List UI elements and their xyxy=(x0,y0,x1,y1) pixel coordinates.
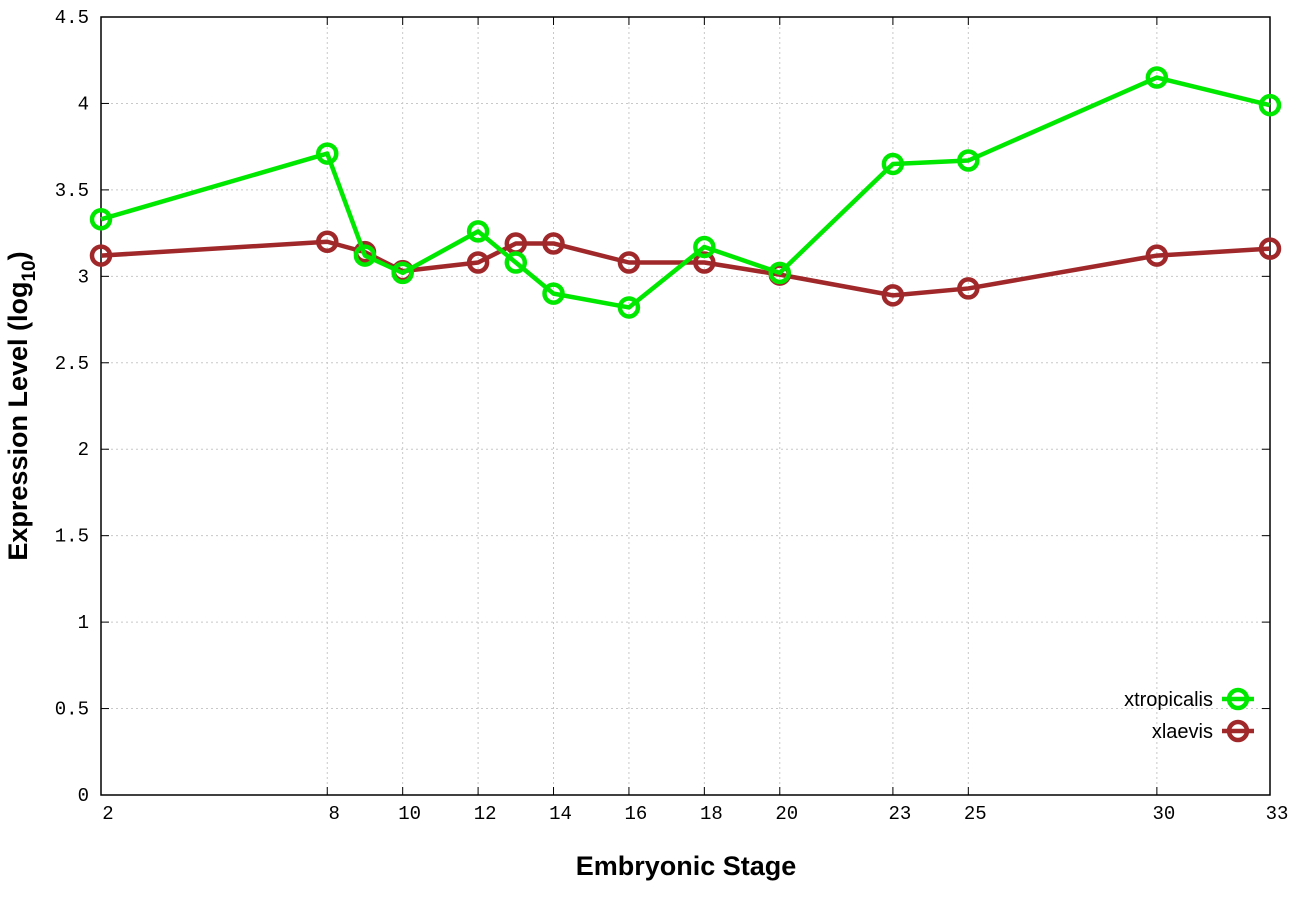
data-point-xlaevis xyxy=(957,277,980,300)
legend-label-xtropicalis: xtropicalis xyxy=(1124,689,1213,711)
axis-ticks: 0 0.5 1 1.5 2 2.5 3 3.5 4 4.5 2 8 10 12 14 16 18 20 23 25 30… xyxy=(55,7,1289,825)
legend-marker-xlaevis xyxy=(1226,719,1250,743)
series-layer xyxy=(89,66,1282,319)
data-point-xtropicalis xyxy=(768,261,792,285)
plot-frame xyxy=(100,16,1271,796)
y-axis-label: Expression Level (log10) xyxy=(3,251,40,560)
data-point-xtropicalis xyxy=(353,244,377,267)
y-tick-label: 0.5 xyxy=(55,699,89,721)
y-tick-label: 2.5 xyxy=(55,353,89,375)
data-point-xtropicalis xyxy=(89,208,113,231)
data-point-xlaevis xyxy=(617,251,641,274)
data-point-xtropicalis xyxy=(542,282,565,305)
series-line-xtropicalis xyxy=(100,75,1271,310)
data-point-xlaevis xyxy=(542,232,565,255)
x-tick-label: 23 xyxy=(888,803,911,825)
y-tick-label: 0 xyxy=(78,785,89,807)
x-tick-label: 25 xyxy=(964,803,987,825)
data-point-xlaevis xyxy=(1145,244,1169,267)
x-tick-label: 10 xyxy=(398,803,421,825)
data-point-xtropicalis xyxy=(391,261,414,285)
data-point-xtropicalis xyxy=(1145,66,1169,89)
data-point-xtropicalis xyxy=(617,296,641,319)
y-tick-label: 4.5 xyxy=(55,7,89,29)
data-point-xlaevis xyxy=(693,251,716,274)
x-axis-label: Embryonic Stage xyxy=(576,851,797,881)
data-point-xlaevis xyxy=(89,244,113,267)
series-line-xlaevis xyxy=(100,239,1271,298)
x-tick-label: 30 xyxy=(1152,803,1175,825)
y-tick-label: 3.5 xyxy=(55,180,89,202)
data-point-xtropicalis xyxy=(466,220,490,243)
x-tick-label: 12 xyxy=(474,803,497,825)
legend-marker-xtropicalis xyxy=(1226,687,1250,711)
data-point-xtropicalis xyxy=(504,251,528,274)
x-tick-label: 14 xyxy=(549,803,572,825)
data-point-xtropicalis xyxy=(1258,93,1282,117)
data-point-xtropicalis xyxy=(957,149,980,172)
x-tick-label: 20 xyxy=(775,803,798,825)
data-point-xlaevis xyxy=(316,230,339,254)
data-point-xlaevis xyxy=(881,284,905,307)
x-tick-label: 18 xyxy=(700,803,723,825)
data-point-xlaevis xyxy=(1258,237,1282,260)
y-tick-label: 4 xyxy=(78,93,89,115)
y-tick-label: 1.5 xyxy=(55,526,89,548)
data-point-xtropicalis xyxy=(316,142,339,165)
x-tick-label: 2 xyxy=(102,803,113,825)
grid xyxy=(100,16,1271,796)
data-point-xtropicalis xyxy=(881,152,905,176)
data-point-xtropicalis xyxy=(693,235,716,259)
y-tick-label: 3 xyxy=(78,266,89,288)
x-tick-label: 33 xyxy=(1266,803,1289,825)
x-tick-label: 8 xyxy=(329,803,340,825)
x-tick-label: 16 xyxy=(625,803,648,825)
y-tick-label: 2 xyxy=(78,439,89,461)
legend-label-xlaevis: xlaevis xyxy=(1152,721,1213,743)
legend: xtropicalis xlaevis xyxy=(1124,687,1254,743)
y-tick-label: 1 xyxy=(78,612,89,634)
data-point-xlaevis xyxy=(466,251,490,274)
